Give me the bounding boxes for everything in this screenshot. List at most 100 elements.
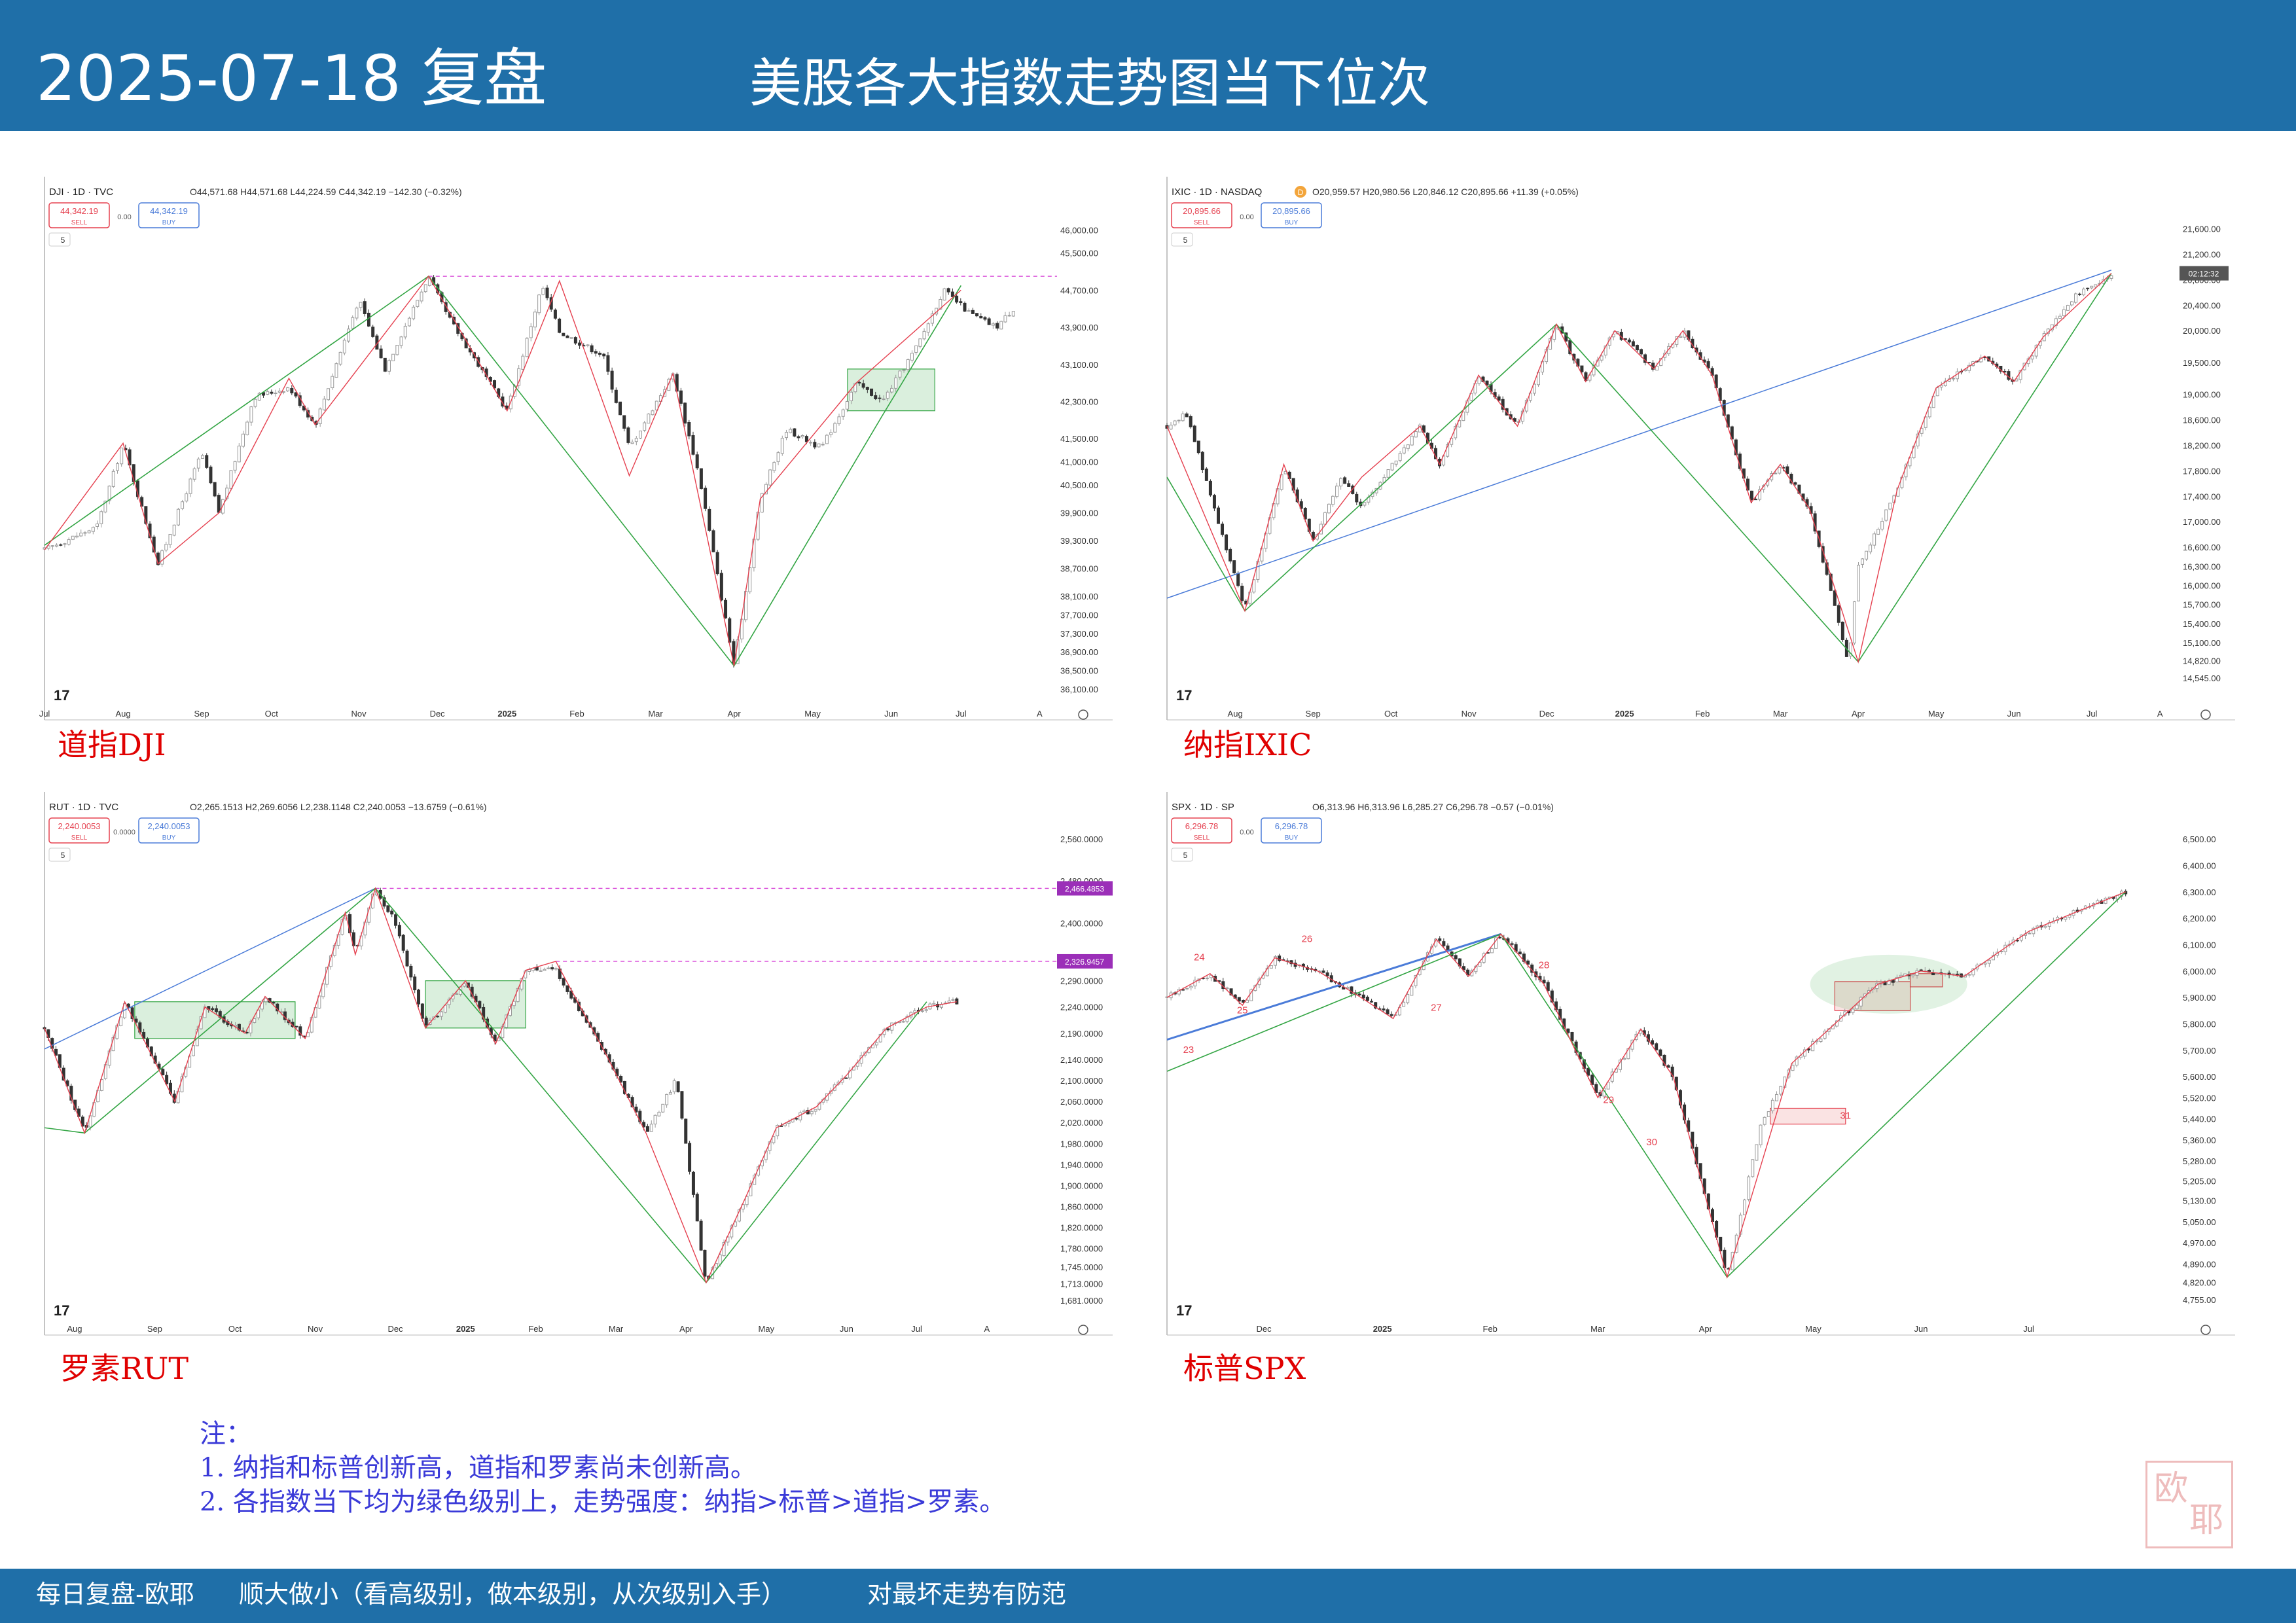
- candle-body: [1189, 416, 1193, 427]
- candle-body: [2066, 305, 2070, 311]
- x-tick-label: Dec: [430, 709, 446, 719]
- candle-body: [286, 387, 290, 391]
- candle-body: [1241, 1000, 1245, 1003]
- candle-body: [810, 1111, 814, 1115]
- candle-body: [1363, 502, 1367, 506]
- candle-body: [1785, 466, 1789, 474]
- candle-body: [688, 1143, 692, 1172]
- candle-body: [1795, 1056, 1799, 1066]
- candle-body: [257, 393, 261, 401]
- candle-body: [1666, 1065, 1670, 1068]
- y-tick-label: 16,000.00: [2183, 581, 2221, 591]
- candle-body: [562, 978, 565, 986]
- candle-body: [1370, 1001, 1374, 1003]
- x-tick-label: Aug: [67, 1324, 82, 1334]
- candle-body: [614, 389, 618, 403]
- candle-body: [829, 432, 833, 435]
- candle-body: [1884, 509, 1888, 521]
- candle-body: [1655, 366, 1659, 371]
- candle-body: [294, 392, 298, 397]
- y-tick-label: 1,900.0000: [1060, 1181, 1103, 1190]
- candle-body: [1446, 444, 1450, 457]
- candle-body: [176, 508, 180, 526]
- candle-body: [2090, 285, 2094, 289]
- x-tick-label: Mar: [648, 709, 663, 719]
- buy-label: BUY: [1285, 219, 1299, 226]
- y-tick-label: 36,100.00: [1060, 685, 1098, 694]
- candle-body: [922, 330, 926, 340]
- y-tick-label: 5,600.00: [2183, 1072, 2216, 1082]
- candle-body: [165, 1075, 169, 1084]
- candle-body: [1278, 955, 1282, 961]
- buy-price: 44,342.19: [150, 206, 188, 216]
- candle-body: [638, 431, 642, 438]
- candle-body: [423, 284, 427, 293]
- candle-body: [99, 511, 103, 524]
- candle-body: [81, 1116, 84, 1127]
- candle-body: [898, 370, 902, 378]
- candle-body: [817, 1102, 821, 1110]
- y-tick-label: 2,190.0000: [1060, 1029, 1103, 1039]
- chart-rut: RUT · 1D · TVC O2,265.1513 H2,269.6056 L2…: [39, 792, 1152, 1342]
- tv-logo-icon: 17: [54, 1302, 69, 1319]
- y-tick-label: 15,400.00: [2183, 619, 2221, 629]
- candle-body: [160, 550, 164, 565]
- candle-body: [1859, 997, 1863, 1007]
- candle-body: [1983, 962, 1987, 965]
- y-tick-label: 20,400.00: [2183, 300, 2221, 310]
- candle-body: [322, 399, 326, 410]
- candle-body: [1848, 642, 1852, 656]
- candle-body: [1321, 971, 1325, 973]
- x-tick-label: Feb: [569, 709, 584, 719]
- candle-body: [878, 397, 882, 399]
- candle-body: [1410, 436, 1414, 446]
- y-tick-label: 2,100.0000: [1060, 1076, 1103, 1086]
- candle-body: [1193, 425, 1196, 442]
- x-tick-label: Feb: [1695, 709, 1710, 719]
- x-tick-label: Apr: [1699, 1324, 1713, 1334]
- x-tick-label: Feb: [528, 1324, 543, 1334]
- candle-body: [1888, 503, 1892, 510]
- candle-body: [192, 468, 196, 480]
- candle-body: [1852, 601, 1856, 644]
- candle-body: [1840, 622, 1844, 640]
- candle-body: [1861, 558, 1865, 565]
- candle-body: [1746, 478, 1749, 491]
- candle-body: [1623, 1058, 1626, 1060]
- candle-body: [1485, 380, 1489, 385]
- y-tick-label: 37,700.00: [1060, 611, 1098, 620]
- x-tick-label: Mar: [609, 1324, 624, 1334]
- candle-body: [1856, 565, 1860, 601]
- candle-body: [1269, 965, 1273, 969]
- y-tick-label: 15,100.00: [2183, 638, 2221, 648]
- candle-body: [930, 313, 934, 324]
- interval-chip: [48, 232, 71, 247]
- seal-stamp: 欧 耶: [2145, 1461, 2233, 1548]
- candle-body: [1173, 420, 1177, 425]
- settings-icon: [1078, 1325, 1088, 1335]
- candle-body: [455, 993, 459, 995]
- candle-body: [874, 395, 878, 399]
- candle-body: [920, 1010, 924, 1012]
- candle-body: [914, 345, 918, 353]
- candle-body: [321, 983, 325, 997]
- candle-body: [1398, 453, 1402, 461]
- candle-body: [861, 383, 865, 388]
- candle-body: [1501, 399, 1505, 410]
- y-tick-label: 5,700.00: [2183, 1046, 2216, 1056]
- candle-body: [103, 501, 107, 512]
- y-tick-label: 40,500.00: [1060, 480, 1098, 490]
- candle-body: [87, 530, 91, 533]
- candle-body: [91, 527, 95, 532]
- candle-body: [185, 493, 188, 502]
- candle-body: [1382, 1008, 1386, 1010]
- candle-body: [298, 1026, 302, 1036]
- candle-body: [684, 1118, 688, 1144]
- chart-svg-0: DJI · 1D · TVC O44,571.68 H44,571.68 L44,…: [39, 177, 1113, 721]
- candle-body: [1779, 1086, 1783, 1095]
- y-tick-label: 1,780.0000: [1060, 1244, 1103, 1254]
- footer-mid: 顺大做小（看高级别，做本级别，从次级别入手）: [239, 1580, 787, 1609]
- tv-logo-icon: 17: [1176, 687, 1192, 704]
- candle-body: [780, 438, 784, 454]
- candle-body: [699, 1221, 703, 1251]
